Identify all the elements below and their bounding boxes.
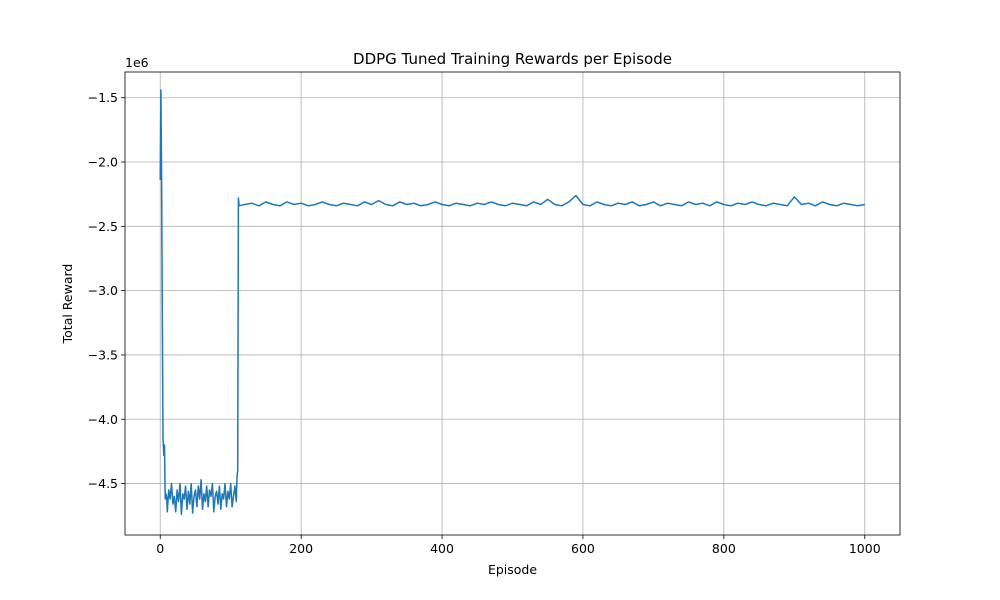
y-tick-label: −1.5 bbox=[88, 90, 118, 105]
x-tick-label: 400 bbox=[430, 541, 454, 556]
y-tick-label: −3.0 bbox=[88, 283, 118, 298]
y-tick-label: −2.0 bbox=[88, 155, 118, 170]
grid bbox=[125, 72, 900, 535]
x-tick-label: 600 bbox=[571, 541, 595, 556]
series-line bbox=[159, 89, 865, 516]
chart-title: DDPG Tuned Training Rewards per Episode bbox=[353, 50, 672, 68]
y-tick-label: −2.5 bbox=[88, 219, 118, 234]
x-tick-label: 200 bbox=[289, 541, 313, 556]
x-tick-label: 1000 bbox=[849, 541, 881, 556]
ticks: 0 200 400 600 800 1000 −4.5 −4.0 −3.5 −3.0 −2.5 −2.… bbox=[88, 90, 881, 556]
y-tick-label: −4.5 bbox=[88, 476, 118, 491]
y-scale-label: 1e6 bbox=[125, 55, 149, 70]
series-layer bbox=[159, 89, 865, 516]
y-tick-label: −3.5 bbox=[88, 347, 118, 362]
plot-frame bbox=[124, 71, 901, 536]
x-axis-title: Episode bbox=[488, 562, 537, 577]
x-tick-label: 800 bbox=[712, 541, 736, 556]
y-tick-label: −4.0 bbox=[88, 412, 118, 427]
y-axis-title: Total Reward bbox=[60, 264, 75, 345]
x-tick-label: 0 bbox=[156, 541, 164, 556]
